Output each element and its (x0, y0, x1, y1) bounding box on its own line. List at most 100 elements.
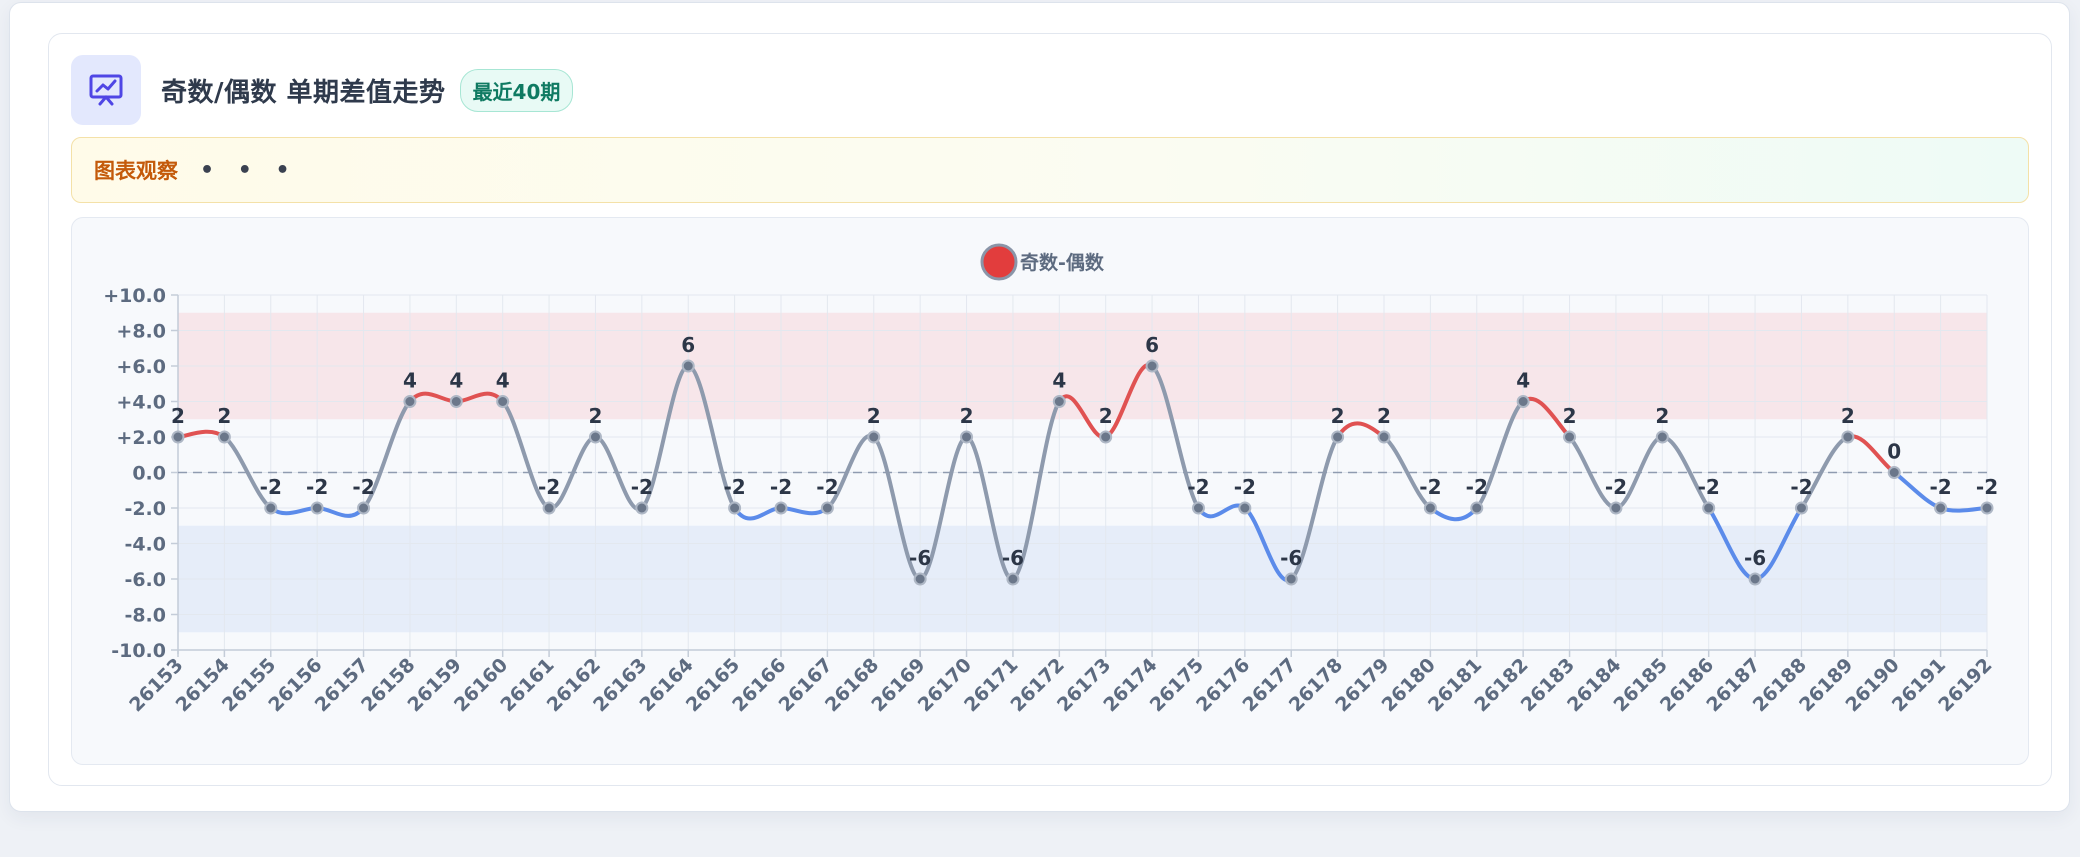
data-label: -2 (260, 475, 282, 499)
data-label: 4 (1052, 369, 1066, 393)
data-label: 2 (960, 404, 974, 428)
y-tick-label: -10.0 (111, 640, 166, 662)
series-line-segment (1938, 506, 1989, 513)
data-point (1423, 501, 1437, 515)
data-point (1238, 501, 1252, 515)
data-point (1563, 430, 1577, 444)
data-label: 4 (1516, 369, 1530, 393)
data-label: -2 (770, 475, 792, 499)
data-point (1099, 430, 1113, 444)
y-tick-label: +8.0 (116, 321, 166, 343)
data-point (588, 430, 602, 444)
data-point (681, 359, 695, 373)
data-point (960, 430, 974, 444)
data-label: -2 (1187, 475, 1209, 499)
data-point (774, 501, 788, 515)
chart-legend[interactable]: 奇数-偶数 (980, 243, 1105, 281)
series-line-segment (361, 399, 412, 510)
data-point (1377, 430, 1391, 444)
series-line-segment (268, 506, 320, 516)
data-point (1609, 501, 1623, 515)
series-line-segment (1010, 399, 1062, 581)
data-label: 2 (1331, 404, 1345, 428)
data-point (1934, 501, 1948, 515)
series-line-segment (1150, 364, 1201, 510)
data-label: -2 (352, 475, 374, 499)
series-line-segment (1289, 435, 1340, 581)
y-tick-label: -2.0 (124, 498, 166, 520)
data-label: 2 (1841, 404, 1855, 428)
data-point (728, 501, 742, 515)
data-label: -2 (306, 475, 328, 499)
data-point (310, 501, 324, 515)
data-label: -2 (538, 475, 560, 499)
data-point (1191, 501, 1205, 515)
series-line-segment (918, 435, 969, 581)
y-tick-label: -8.0 (124, 605, 166, 627)
data-label: 2 (1563, 404, 1577, 428)
data-label: -2 (816, 475, 838, 499)
data-label: -2 (1466, 475, 1488, 499)
data-label: -2 (1790, 475, 1812, 499)
series-line-segment (686, 364, 737, 510)
y-tick-label: +10.0 (103, 285, 166, 307)
data-label: -6 (909, 546, 931, 570)
observation-bar[interactable]: 图表观察 • • • (71, 137, 2029, 203)
data-point (1655, 430, 1669, 444)
data-point (1702, 501, 1716, 515)
data-point (1052, 395, 1066, 408)
data-label: -6 (1744, 546, 1766, 570)
data-label: 2 (1377, 404, 1391, 428)
data-point (1145, 359, 1159, 373)
data-point (1794, 501, 1808, 515)
data-point (171, 430, 185, 444)
data-point (635, 501, 649, 515)
data-point (1748, 572, 1762, 586)
legend-label: 奇数-偶数 (1020, 251, 1105, 274)
data-point (1006, 572, 1020, 586)
data-label: 4 (403, 369, 417, 393)
y-tick-label: -4.0 (124, 534, 166, 556)
observation-label: 图表观察 (94, 159, 178, 183)
data-point (1841, 430, 1855, 444)
chart-title: 奇数/偶数 单期差值走势 (161, 77, 446, 108)
series-line-segment (1474, 399, 1526, 510)
loading-dots: • • • (200, 157, 298, 183)
data-label: 2 (1099, 404, 1113, 428)
data-point (1516, 395, 1530, 408)
y-tick-label: -6.0 (124, 569, 166, 591)
legend-swatch (980, 243, 1018, 281)
data-point (1470, 501, 1484, 515)
data-label: -2 (1419, 475, 1441, 499)
data-point (357, 501, 371, 515)
data-point (1331, 430, 1345, 444)
outer-panel: 奇数/偶数 单期差值走势 最近40期 图表观察 • • • +10.0 +8.0 +… (9, 2, 2070, 812)
y-tick-label: +4.0 (116, 392, 166, 414)
data-label: 2 (867, 404, 881, 428)
data-label: 0 (1887, 440, 1901, 464)
line-chart: +10.0 +8.0 +6.0 +4.0 +2.0 0.0 -2.0 -4.0 -6.0 -8.0… (103, 243, 1998, 716)
data-point (867, 430, 881, 444)
data-label: -2 (631, 475, 653, 499)
data-point (496, 395, 510, 408)
series-line-segment (732, 506, 783, 521)
series-line-segment (871, 435, 923, 581)
data-label: -2 (1930, 475, 1952, 499)
data-label: -2 (724, 475, 746, 499)
presentation-chart-icon (71, 55, 141, 125)
data-label: 2 (1655, 404, 1669, 428)
y-tick-label: 0.0 (132, 463, 166, 485)
data-label: 6 (1145, 333, 1159, 357)
series-line-segment (176, 429, 227, 439)
data-point (1284, 572, 1298, 586)
card-header: 奇数/偶数 单期差值走势 最近40期 (71, 55, 574, 125)
data-point (264, 501, 278, 515)
data-label: -2 (1605, 475, 1627, 499)
data-point (542, 501, 556, 515)
data-label: 4 (496, 369, 510, 393)
data-point (1980, 501, 1994, 515)
data-point (913, 572, 927, 586)
series-line-segment (964, 435, 1015, 582)
data-point (403, 395, 417, 408)
data-point (217, 430, 231, 444)
